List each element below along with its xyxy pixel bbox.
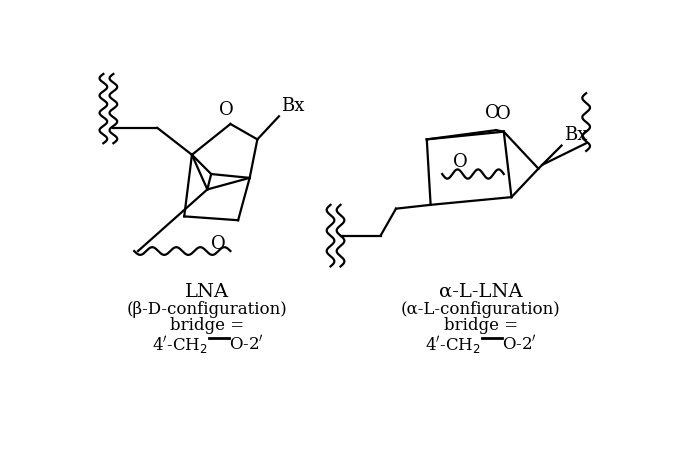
Text: LNA: LNA [185,282,229,300]
Text: 4$'$-CH$_2$: 4$'$-CH$_2$ [425,334,481,356]
Text: O-2$'$: O-2$'$ [229,334,264,353]
Text: bridge =: bridge = [170,317,244,334]
Text: (α-L-configuration): (α-L-configuration) [401,300,560,317]
Text: bridge =: bridge = [444,317,518,334]
Text: O: O [453,153,467,170]
Text: O: O [496,105,511,122]
Text: Bx: Bx [282,97,304,115]
Text: 4$'$-CH$_2$: 4$'$-CH$_2$ [152,334,207,356]
Text: O: O [219,100,234,119]
Text: O-2$'$: O-2$'$ [502,334,538,353]
Text: O: O [212,235,226,252]
Text: (β-D-configuration): (β-D-configuration) [127,300,288,317]
Text: α-L-LNA: α-L-LNA [439,282,522,300]
Text: Bx: Bx [564,126,587,144]
Text: O: O [485,104,500,122]
